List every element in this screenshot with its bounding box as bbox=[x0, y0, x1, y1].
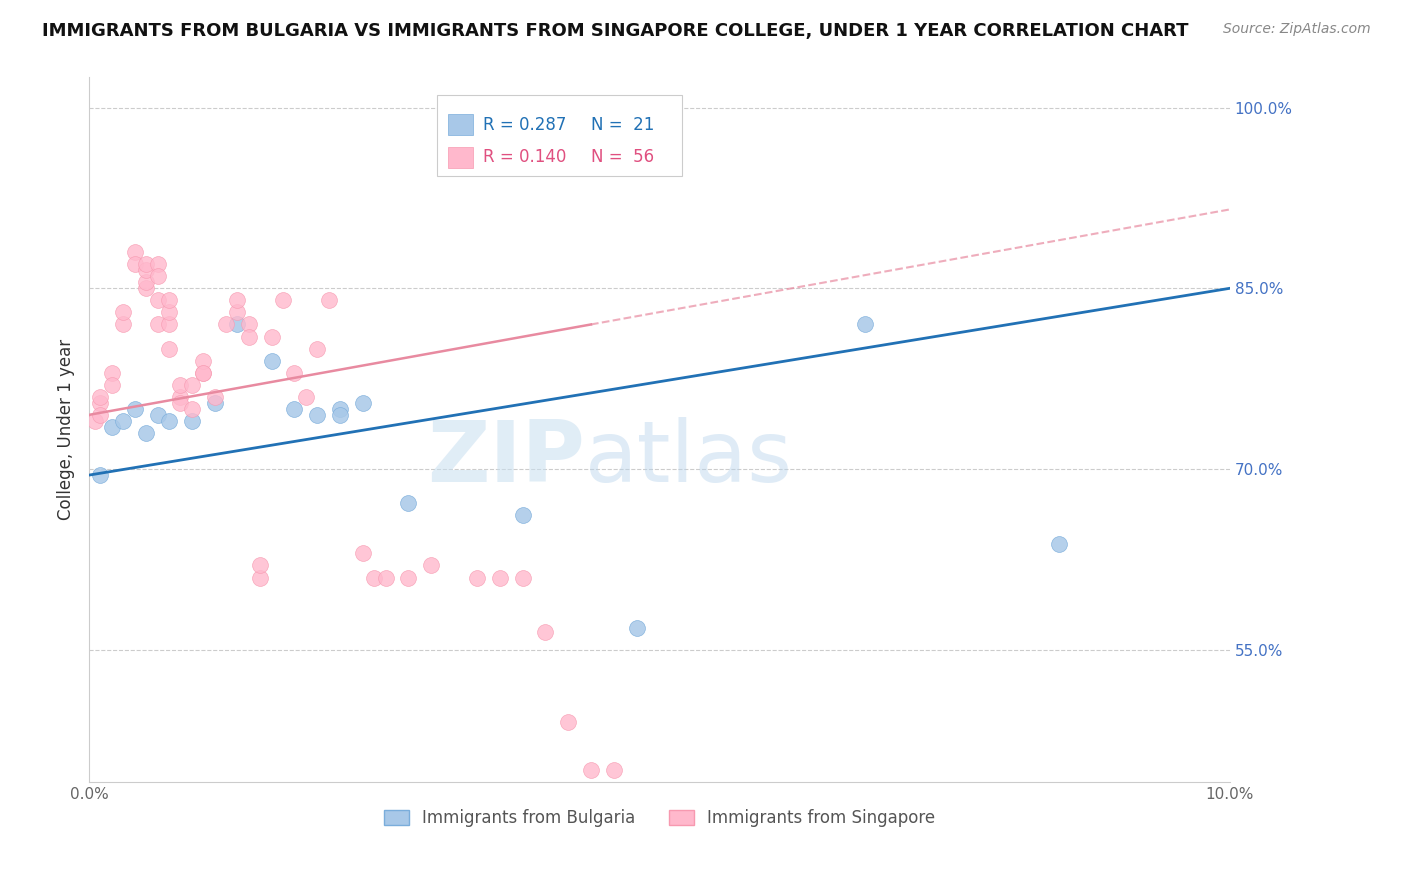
Point bbox=[135, 425, 157, 440]
Point bbox=[204, 390, 226, 404]
Point bbox=[363, 570, 385, 584]
Point bbox=[146, 318, 169, 332]
Text: N =  21: N = 21 bbox=[591, 116, 654, 134]
Point bbox=[89, 408, 111, 422]
Point bbox=[226, 305, 249, 319]
Point bbox=[1047, 537, 1070, 551]
Point bbox=[283, 401, 305, 416]
Point bbox=[557, 715, 579, 730]
Point bbox=[135, 281, 157, 295]
Point bbox=[83, 414, 105, 428]
Point bbox=[398, 570, 420, 584]
Point bbox=[112, 414, 135, 428]
Point bbox=[157, 293, 180, 308]
Text: ZIP: ZIP bbox=[427, 417, 585, 500]
Point bbox=[215, 318, 238, 332]
Point bbox=[157, 305, 180, 319]
Point bbox=[271, 293, 294, 308]
Point bbox=[626, 621, 648, 635]
Point bbox=[101, 366, 124, 380]
Point bbox=[191, 366, 214, 380]
Point bbox=[512, 570, 534, 584]
Point bbox=[89, 396, 111, 410]
Point bbox=[226, 318, 249, 332]
Text: N =  56: N = 56 bbox=[591, 148, 654, 166]
Point bbox=[135, 257, 157, 271]
Bar bbox=[449, 146, 474, 168]
Point bbox=[135, 275, 157, 289]
Point bbox=[329, 408, 352, 422]
Point bbox=[307, 342, 329, 356]
Point bbox=[853, 318, 876, 332]
Point bbox=[294, 390, 316, 404]
Point bbox=[89, 468, 111, 483]
Point bbox=[374, 570, 396, 584]
Point bbox=[124, 245, 146, 260]
Point bbox=[180, 377, 202, 392]
Point bbox=[398, 496, 420, 510]
Point bbox=[89, 390, 111, 404]
Point bbox=[124, 401, 146, 416]
Point bbox=[420, 558, 443, 573]
Point bbox=[307, 408, 329, 422]
Legend: Immigrants from Bulgaria, Immigrants from Singapore: Immigrants from Bulgaria, Immigrants fro… bbox=[377, 803, 942, 834]
Point bbox=[169, 390, 191, 404]
Point bbox=[135, 263, 157, 277]
Point bbox=[191, 366, 214, 380]
Point bbox=[146, 408, 169, 422]
Point bbox=[180, 414, 202, 428]
Point bbox=[112, 305, 135, 319]
Point bbox=[488, 570, 510, 584]
Point bbox=[169, 396, 191, 410]
Point bbox=[146, 293, 169, 308]
Point bbox=[226, 293, 249, 308]
Point bbox=[157, 342, 180, 356]
Point bbox=[318, 293, 340, 308]
Point bbox=[534, 624, 557, 639]
Point bbox=[157, 318, 180, 332]
Point bbox=[329, 401, 352, 416]
Point bbox=[579, 764, 602, 778]
Text: atlas: atlas bbox=[585, 417, 793, 500]
Point bbox=[283, 366, 305, 380]
Point bbox=[238, 318, 260, 332]
FancyBboxPatch shape bbox=[437, 95, 682, 176]
Point bbox=[512, 508, 534, 522]
Point bbox=[238, 329, 260, 343]
Point bbox=[465, 570, 488, 584]
Text: IMMIGRANTS FROM BULGARIA VS IMMIGRANTS FROM SINGAPORE COLLEGE, UNDER 1 YEAR CORR: IMMIGRANTS FROM BULGARIA VS IMMIGRANTS F… bbox=[42, 22, 1188, 40]
Point bbox=[191, 353, 214, 368]
Point bbox=[352, 546, 374, 560]
Point bbox=[260, 353, 283, 368]
Point bbox=[101, 420, 124, 434]
Point bbox=[352, 396, 374, 410]
Text: R = 0.140: R = 0.140 bbox=[482, 148, 567, 166]
Point bbox=[169, 377, 191, 392]
Text: Source: ZipAtlas.com: Source: ZipAtlas.com bbox=[1223, 22, 1371, 37]
Point bbox=[249, 570, 271, 584]
Point bbox=[204, 396, 226, 410]
Point bbox=[146, 269, 169, 284]
Point bbox=[249, 558, 271, 573]
Point bbox=[124, 257, 146, 271]
Point bbox=[157, 414, 180, 428]
Point bbox=[101, 377, 124, 392]
Point bbox=[260, 329, 283, 343]
Point bbox=[112, 318, 135, 332]
Bar bbox=[449, 114, 474, 136]
Point bbox=[603, 764, 626, 778]
Text: R = 0.287: R = 0.287 bbox=[482, 116, 567, 134]
Point bbox=[146, 257, 169, 271]
Point bbox=[180, 401, 202, 416]
Y-axis label: College, Under 1 year: College, Under 1 year bbox=[58, 339, 75, 520]
